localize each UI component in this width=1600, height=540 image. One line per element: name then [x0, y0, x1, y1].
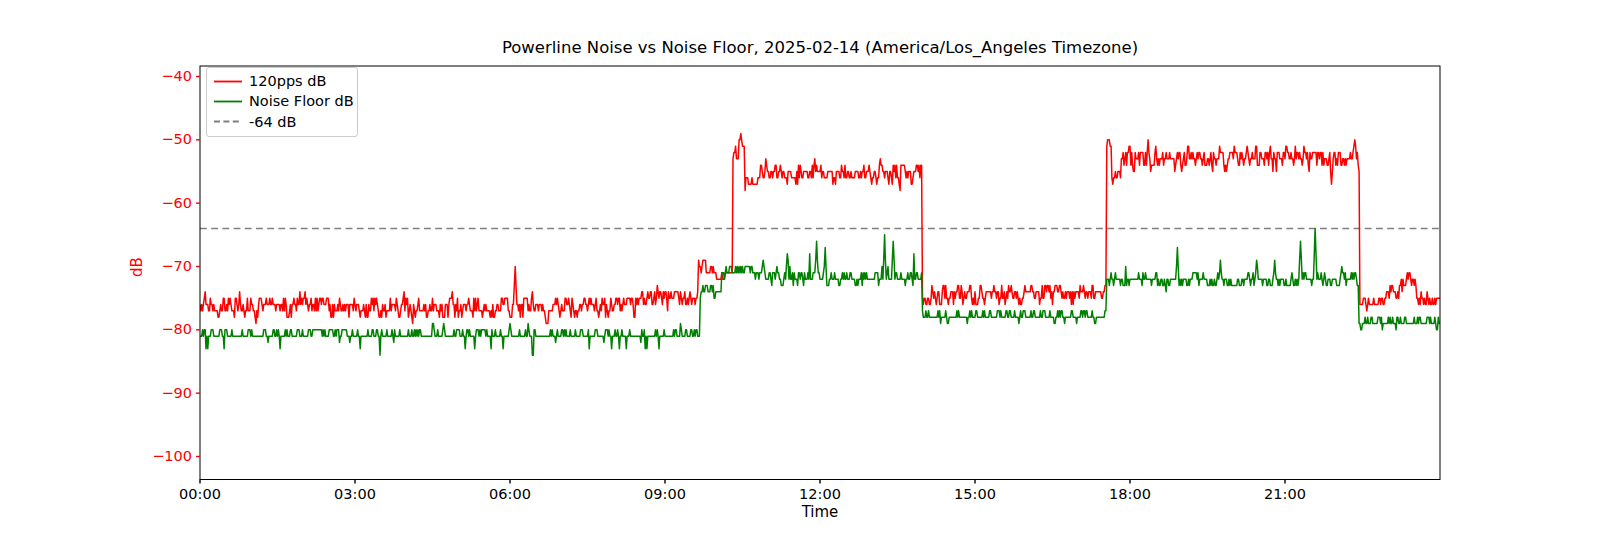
y-tick-label: −100 [60, 449, 192, 464]
x-tick-label: 18:00 [1098, 487, 1162, 502]
green-line-swatch [213, 99, 243, 104]
chart-title: Powerline Noise vs Noise Floor, 2025-02-… [20, 38, 1600, 57]
x-tick-label: 21:00 [1253, 487, 1317, 502]
series-line-noise-floor [200, 229, 1440, 356]
x-tick-label: 00:00 [168, 487, 232, 502]
y-tick-label: −60 [60, 196, 192, 211]
y-tick-label: −40 [60, 69, 192, 84]
y-tick-label: −80 [60, 322, 192, 337]
x-tick-label: 09:00 [633, 487, 697, 502]
plot-border [200, 66, 1440, 480]
legend-label-threshold: -64 dB [249, 114, 296, 130]
legend: 120pps dB Noise Floor dB -64 dB [206, 67, 358, 137]
legend-item-120pps: 120pps dB [213, 71, 351, 91]
legend-item-threshold: -64 dB [213, 112, 351, 132]
x-tick-label: 06:00 [478, 487, 542, 502]
y-tick-label: −50 [60, 132, 192, 147]
x-axis-label: Time [20, 503, 1600, 521]
x-tick-label: 03:00 [323, 487, 387, 502]
dashed-line-swatch [213, 119, 243, 124]
legend-label-120pps: 120pps dB [249, 73, 326, 89]
x-tick-label: 12:00 [788, 487, 852, 502]
figure: Powerline Noise vs Noise Floor, 2025-02-… [0, 0, 1600, 540]
legend-label-noise-floor: Noise Floor dB [249, 93, 354, 109]
y-tick-label: −90 [60, 386, 192, 401]
red-line-swatch [213, 79, 243, 84]
legend-item-noise-floor: Noise Floor dB [213, 91, 351, 111]
y-tick-label: −70 [60, 259, 192, 274]
x-tick-label: 15:00 [943, 487, 1007, 502]
